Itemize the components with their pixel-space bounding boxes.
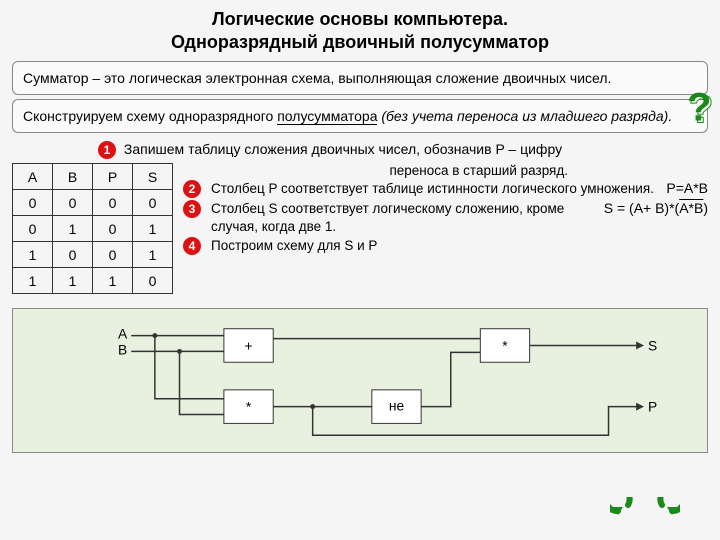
wire (155, 336, 224, 399)
label-p: P (648, 400, 657, 415)
content-body: 1 Запишем таблицу сложения двоичных чисе… (0, 137, 720, 298)
bullet-2: 2 (183, 180, 201, 198)
task-italic: (без учета переноса из младшего разряда)… (377, 108, 672, 124)
svg-text:*: * (246, 400, 252, 415)
truth-table: A B P S 0000 0101 1001 1110 (12, 163, 173, 294)
table-header-row: A B P S (13, 164, 173, 190)
th-b: B (53, 164, 93, 190)
table-row: 0101 (13, 216, 173, 242)
junction-dot-icon (310, 404, 315, 409)
bullet-1: 1 (98, 141, 116, 159)
wire (313, 407, 640, 436)
nav-arrows (610, 497, 680, 532)
wire (180, 351, 224, 414)
junction-dot-icon (177, 349, 182, 354)
task-box: Сконструируем схему одноразрядного полус… (12, 99, 708, 133)
step1-row: 1 Запишем таблицу сложения двоичных чисе… (12, 141, 708, 159)
bullet-4: 4 (183, 237, 201, 255)
step4-row: 4 Построим схему для S и P (183, 237, 708, 255)
junction-dot-icon (152, 333, 157, 338)
arrowhead-icon (636, 403, 644, 411)
page-title: Логические основы компьютера. Одноразряд… (0, 0, 720, 57)
task-prefix: Сконструируем схему одноразрядного (23, 108, 277, 124)
step1-text: Запишем таблицу сложения двоичных чисел,… (124, 141, 562, 157)
svg-text:*: * (502, 338, 508, 353)
svg-text:не: не (389, 399, 405, 414)
table-row: 1110 (13, 268, 173, 294)
formula-s: S = (A+ B)*(A*B) (598, 200, 708, 216)
circuit-diagram: A B + * не * S P (12, 308, 708, 453)
task-underlined: полусумматора (277, 108, 377, 125)
th-a: A (13, 164, 53, 190)
label-b: B (118, 342, 127, 357)
label-s: S (648, 338, 657, 353)
step3-text: Столбец S соответствует логическому слож… (211, 200, 592, 235)
step1b-text: переноса в старший разряд. (183, 163, 708, 178)
arrowhead-icon (636, 342, 644, 350)
th-s: S (133, 164, 173, 190)
question-mark-icon: ?? (679, 90, 713, 141)
bullet-3: 3 (183, 200, 201, 218)
svg-text:+: + (245, 338, 253, 353)
th-p: P (93, 164, 133, 190)
table-row: 0000 (13, 190, 173, 216)
svg-text:?: ? (687, 90, 711, 129)
title-line2: Одноразрядный двоичный полусумматор (0, 31, 720, 54)
step2-row: 2 Столбец P соответствует таблице истинн… (183, 180, 708, 198)
step2-text: Столбец P соответствует таблице истиннос… (211, 180, 654, 198)
formula-p: P=A*B (660, 180, 708, 196)
steps-column: переноса в старший разряд. 2 Столбец P с… (183, 163, 708, 257)
label-a: A (118, 327, 128, 342)
main-flex: A B P S 0000 0101 1001 1110 переноса в с… (12, 163, 708, 294)
title-line1: Логические основы компьютера. (0, 8, 720, 31)
definition-box: Сумматор – это логическая электронная сх… (12, 61, 708, 95)
circuit-svg: A B + * не * S P (13, 309, 707, 452)
step4-text: Построим схему для S и P (211, 237, 708, 255)
definition-text: Сумматор – это логическая электронная сх… (23, 70, 611, 86)
step3-row: 3 Столбец S соответствует логическому сл… (183, 200, 708, 235)
wire (421, 352, 480, 406)
table-row: 1001 (13, 242, 173, 268)
